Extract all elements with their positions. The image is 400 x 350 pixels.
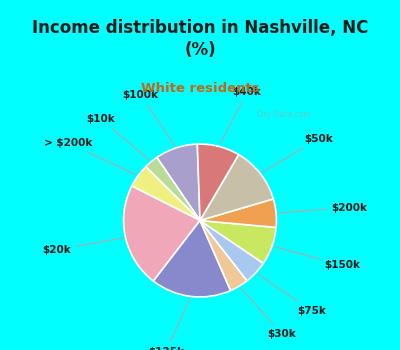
Text: City-Data.com: City-Data.com [256,110,311,119]
Text: $100k: $100k [123,90,174,146]
Text: $75k: $75k [258,274,326,316]
Wedge shape [132,167,200,220]
Text: $125k: $125k [148,299,190,350]
Text: $50k: $50k [263,134,333,172]
Wedge shape [200,155,273,220]
Text: Income distribution in Nashville, NC
(%): Income distribution in Nashville, NC (%) [32,19,368,59]
Wedge shape [124,186,200,281]
Text: $20k: $20k [42,238,123,255]
Wedge shape [197,144,239,220]
Text: $30k: $30k [241,288,296,339]
Wedge shape [157,144,200,220]
Text: $200k: $200k [279,203,368,213]
Wedge shape [200,220,247,290]
Text: $40k: $40k [220,87,261,144]
Text: $150k: $150k [275,247,361,270]
Text: > $200k: > $200k [44,138,136,175]
Wedge shape [153,220,231,297]
Text: White residents: White residents [141,82,259,95]
Wedge shape [200,220,263,281]
Wedge shape [200,220,276,263]
Wedge shape [146,158,200,220]
Wedge shape [200,199,276,228]
Text: $10k: $10k [86,114,149,160]
